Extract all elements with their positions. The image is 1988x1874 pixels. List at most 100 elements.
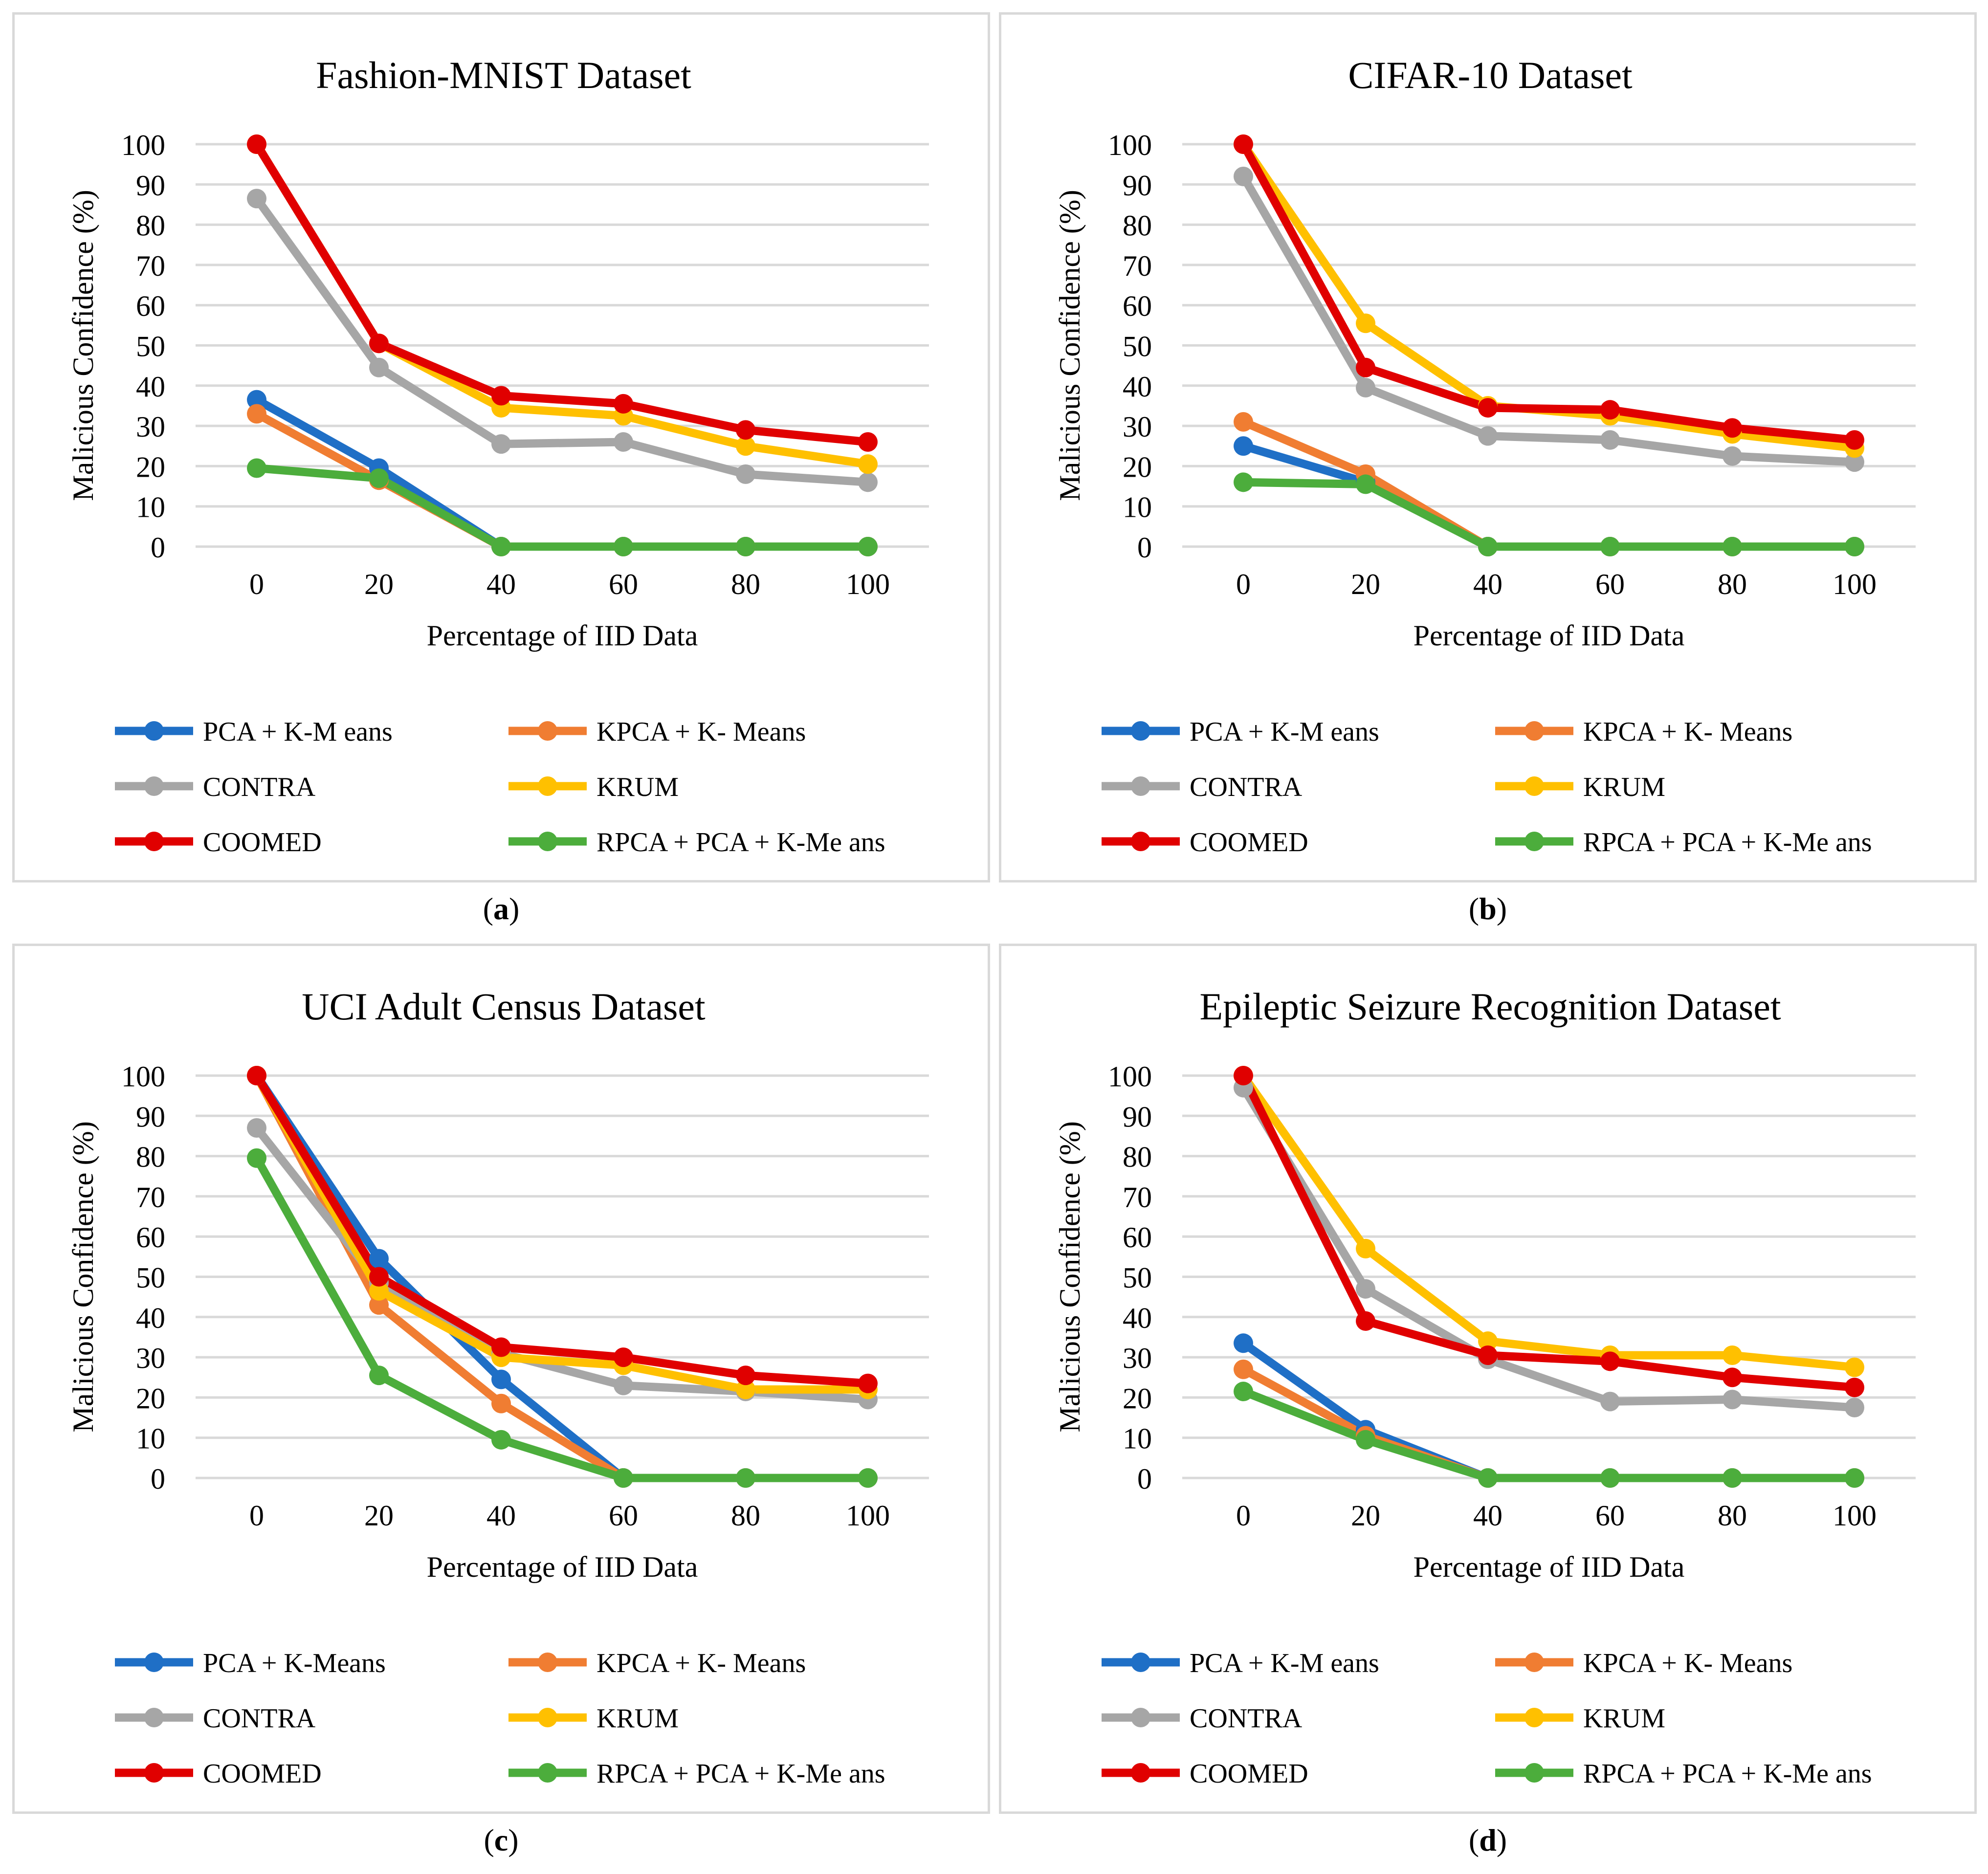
data-point [1845,430,1864,450]
data-point [369,357,389,377]
chart-panel-d: Epileptic Seizure Recognition Dataset 0 10… [999,944,1977,1814]
y-tick-label: 50 [1123,331,1152,363]
chart-title: CIFAR-10 Dataset [1348,54,1633,96]
y-tick-label: 10 [136,1423,165,1455]
legend-marker [144,1653,164,1672]
series-line [252,1071,872,1394]
x-axis-label: Percentage of IID Data [1414,619,1685,652]
data-point [491,537,511,556]
x-axis-label: Percentage of IID Data [427,1551,698,1583]
y-tick-label: 100 [1108,129,1152,161]
series-line [252,1154,872,1482]
data-point [1356,1279,1375,1299]
y-tick-label: 50 [1123,1262,1152,1294]
legend-marker [1131,1653,1150,1672]
y-tick-label: 0 [1137,531,1152,564]
legend-label: KPCA + K- Means [1583,1648,1792,1678]
data-point [736,464,755,484]
x-tick-label: 40 [1473,568,1502,600]
x-tick-label: 80 [1718,1499,1747,1532]
data-point [858,454,878,474]
legend-marker [538,721,557,741]
legend-label: COOMED [203,827,322,858]
chart-title: Epileptic Seizure Recognition Dataset [1199,985,1781,1028]
data-point [1845,1468,1864,1488]
y-tick-label: 60 [136,290,165,322]
legend-marker [144,721,164,741]
data-point [1600,430,1620,450]
data-point [736,1468,755,1488]
data-point [736,1366,755,1386]
legend-label: KRUM [596,1703,679,1734]
data-point [247,390,266,410]
caption-label-c: c [494,1823,508,1857]
y-tick-label: 20 [1123,1382,1152,1414]
legend-label: PCA + K-M eans [203,717,393,747]
data-point [491,434,511,454]
data-point [247,134,266,154]
data-point [1600,1468,1620,1488]
y-tick-label: 70 [1123,1181,1152,1213]
x-tick-label: 20 [364,568,394,600]
x-tick-label: 100 [846,1499,890,1532]
data-point [1723,537,1742,556]
data-point [614,537,633,556]
data-point [736,537,755,556]
data-point [1723,446,1742,466]
legend-label: KRUM [1583,772,1665,802]
data-point [1478,1468,1498,1488]
y-tick-label: 40 [136,1302,165,1334]
data-point [247,1118,266,1138]
series-line [252,194,872,486]
x-tick-label: 60 [609,1499,638,1532]
caption-label-a: a [493,891,509,926]
data-point [491,1369,511,1389]
data-point [736,436,755,456]
y-tick-label: 90 [1123,169,1152,201]
data-point [1234,134,1253,154]
data-point [736,420,755,440]
data-point [1234,1333,1253,1353]
x-axis-label: Percentage of IID Data [427,619,698,652]
y-tick-label: 40 [1123,1302,1152,1334]
x-tick-label: 100 [1833,1499,1877,1532]
legend-label: CONTRA [1190,772,1303,802]
data-point [1723,1345,1742,1365]
x-axis-label: Percentage of IID Data [1414,1551,1685,1583]
x-tick-label: 100 [1833,568,1877,600]
x-tick-label: 100 [846,568,890,600]
data-point [1234,1359,1253,1379]
data-point [1600,1391,1620,1411]
x-tick-label: 40 [486,568,516,600]
y-tick-label: 30 [1123,1342,1152,1374]
y-tick-label: 70 [136,250,165,282]
data-point [1356,377,1375,397]
y-tick-label: 10 [1123,1423,1152,1455]
y-tick-label: 70 [136,1181,165,1213]
y-tick-label: 20 [136,451,165,483]
series-line [252,1071,872,1388]
legend-marker [1131,1708,1150,1727]
legend-marker [1131,1763,1150,1783]
data-point [247,1148,266,1168]
data-point [1600,400,1620,420]
chart-panel-b: CIFAR-10 Dataset 0 10 20 30 40 50 60 70 80 90 100 0 2… [999,12,1977,882]
y-tick-label: 40 [136,371,165,403]
legend-marker [1524,1763,1544,1783]
data-point [247,458,266,478]
legend-label: COOMED [1190,827,1308,858]
y-tick-label: 100 [121,129,165,161]
legend-label: KPCA + K- Means [596,1648,806,1678]
y-tick-label: 100 [1108,1060,1152,1093]
data-point [1723,1468,1742,1488]
data-point [1478,1331,1498,1351]
legend-marker [144,1708,164,1727]
chart-svg-d: Epileptic Seizure Recognition Dataset 0 10… [1054,985,1916,1789]
data-point [858,1373,878,1393]
y-tick-label: 60 [1123,1221,1152,1254]
data-point [247,1066,266,1085]
y-tick-label: 0 [151,531,165,564]
series-line [1239,1387,1859,1482]
legend-label: CONTRA [203,772,316,802]
chart-panel-c: UCI Adult Census Dataset 0 10 20 30 40 50 60 70 8… [12,944,990,1814]
